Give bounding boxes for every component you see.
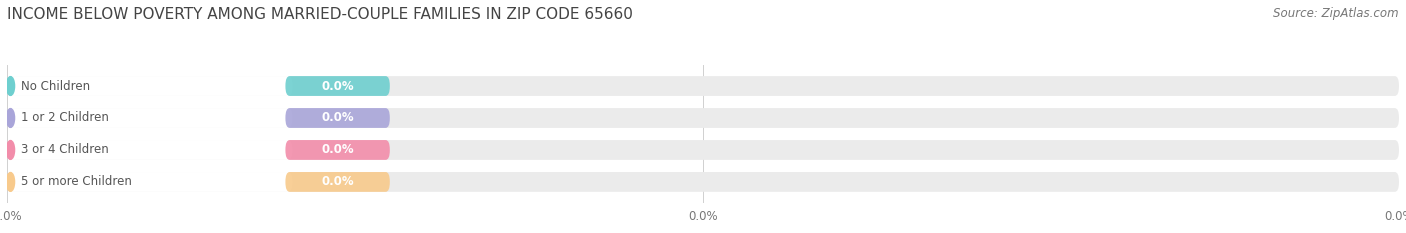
FancyBboxPatch shape bbox=[7, 76, 292, 96]
FancyBboxPatch shape bbox=[7, 108, 1399, 128]
FancyBboxPatch shape bbox=[285, 172, 389, 192]
FancyBboxPatch shape bbox=[7, 172, 1399, 192]
FancyBboxPatch shape bbox=[285, 76, 389, 96]
Circle shape bbox=[7, 109, 14, 127]
FancyBboxPatch shape bbox=[7, 76, 1399, 96]
Text: 3 or 4 Children: 3 or 4 Children bbox=[21, 144, 108, 157]
Text: 0.0%: 0.0% bbox=[322, 144, 354, 157]
FancyBboxPatch shape bbox=[7, 140, 1399, 160]
Circle shape bbox=[7, 172, 14, 191]
Circle shape bbox=[7, 140, 14, 159]
FancyBboxPatch shape bbox=[7, 172, 292, 192]
Text: 0.0%: 0.0% bbox=[322, 111, 354, 124]
FancyBboxPatch shape bbox=[7, 108, 292, 128]
FancyBboxPatch shape bbox=[285, 140, 389, 160]
Text: No Children: No Children bbox=[21, 79, 90, 93]
Text: 0.0%: 0.0% bbox=[322, 79, 354, 93]
Text: 5 or more Children: 5 or more Children bbox=[21, 175, 132, 188]
Text: 0.0%: 0.0% bbox=[322, 175, 354, 188]
Text: Source: ZipAtlas.com: Source: ZipAtlas.com bbox=[1274, 7, 1399, 20]
Text: 1 or 2 Children: 1 or 2 Children bbox=[21, 111, 108, 124]
Circle shape bbox=[7, 77, 14, 96]
FancyBboxPatch shape bbox=[285, 108, 389, 128]
Text: INCOME BELOW POVERTY AMONG MARRIED-COUPLE FAMILIES IN ZIP CODE 65660: INCOME BELOW POVERTY AMONG MARRIED-COUPL… bbox=[7, 7, 633, 22]
FancyBboxPatch shape bbox=[7, 140, 292, 160]
